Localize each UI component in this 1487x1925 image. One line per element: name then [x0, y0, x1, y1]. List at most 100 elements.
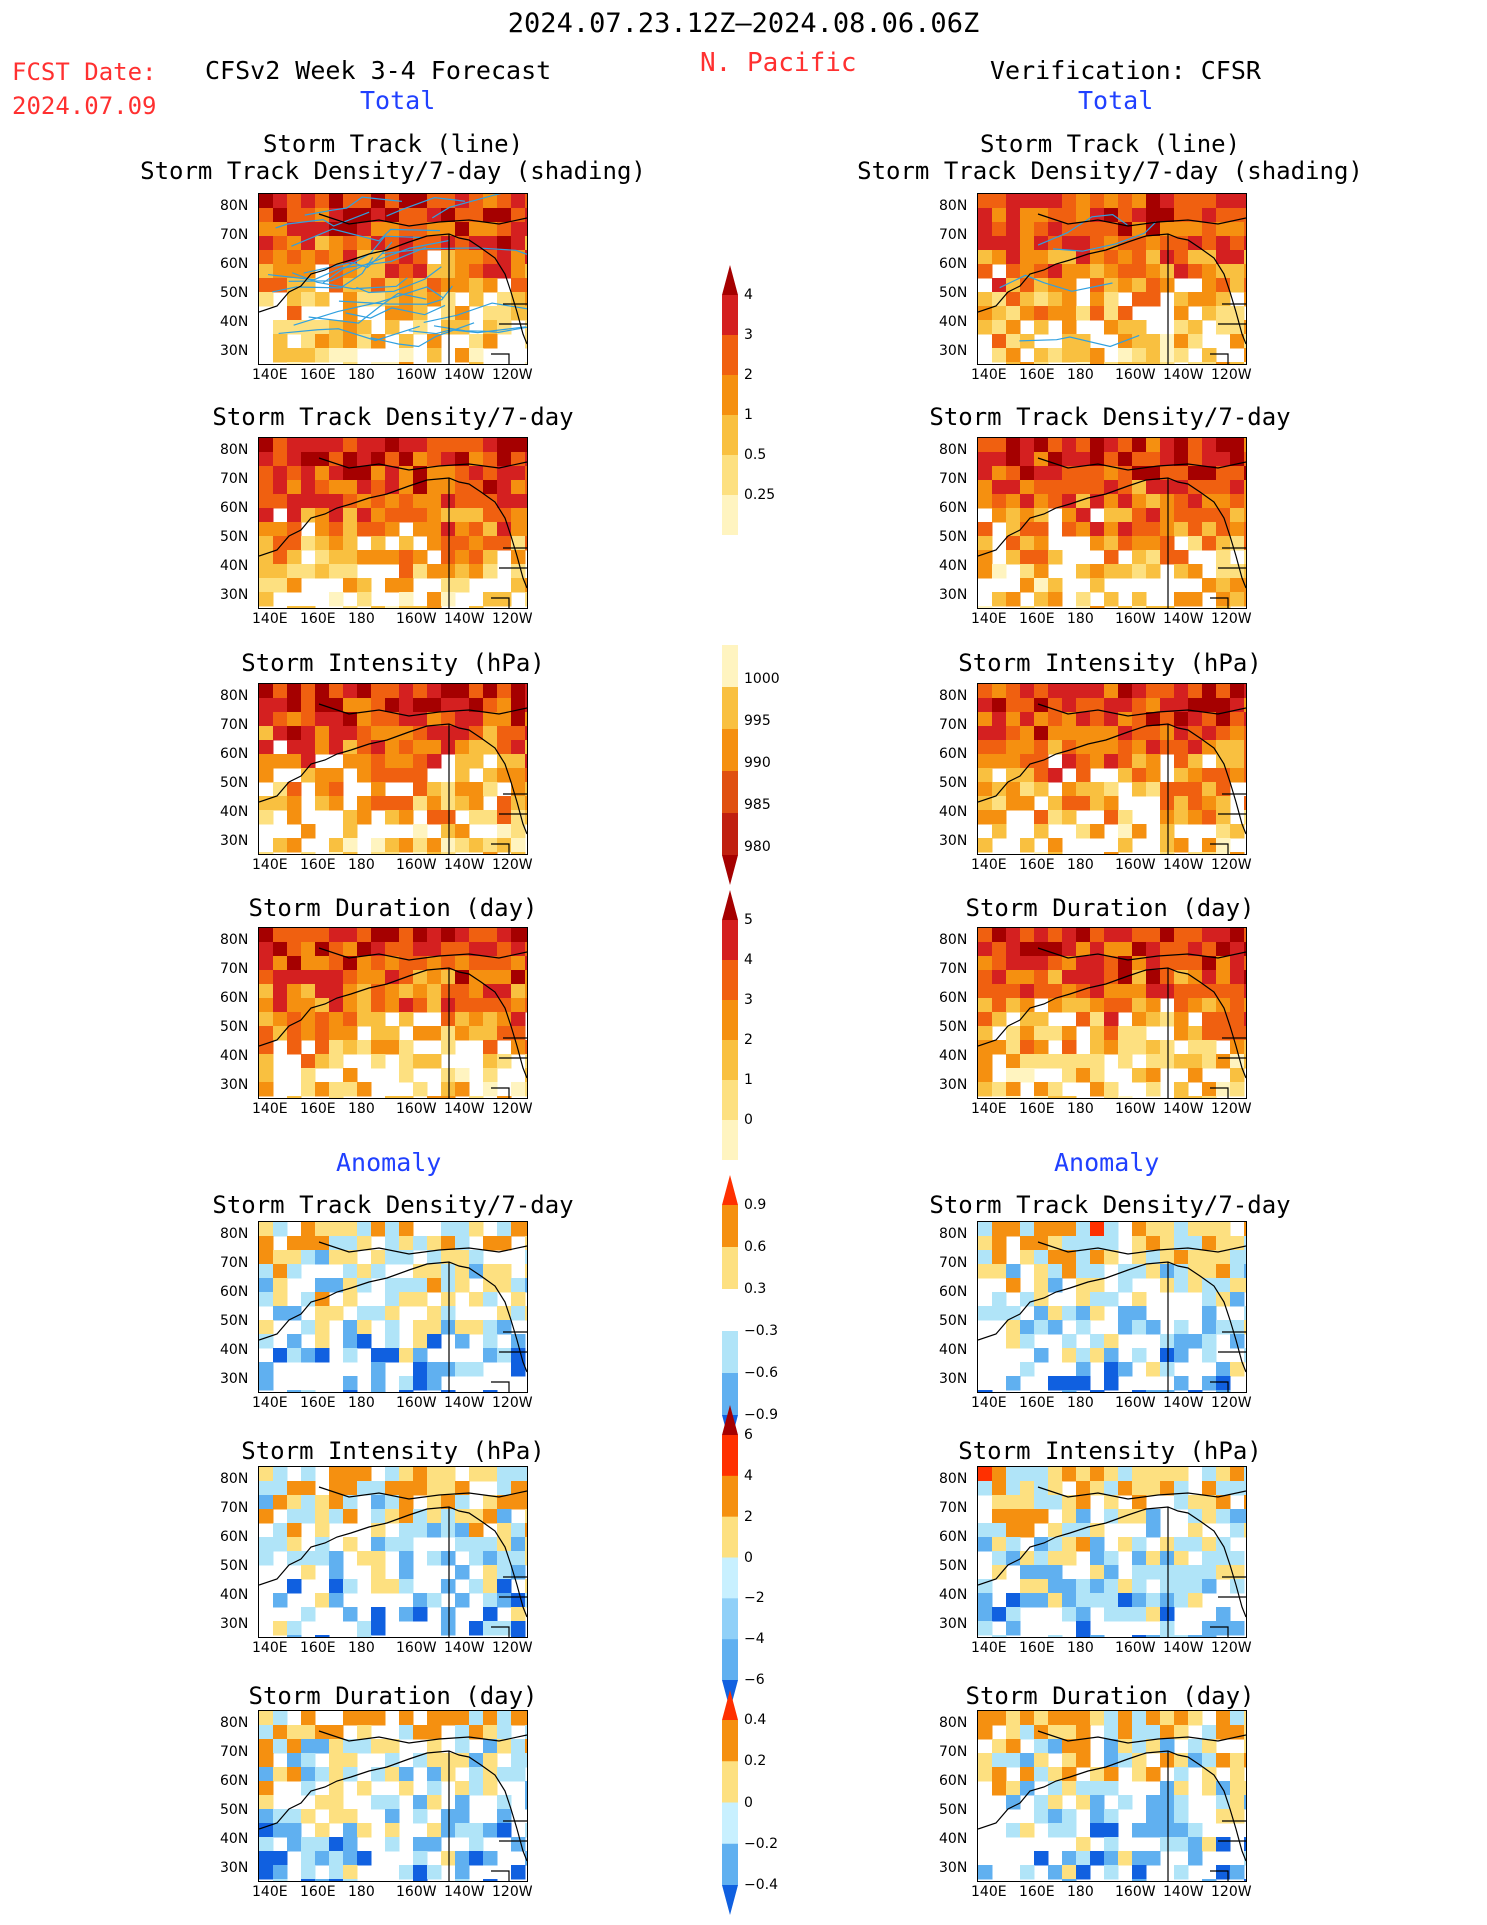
- shade-cell: [1244, 942, 1246, 957]
- shade-cell: [371, 466, 386, 481]
- shade-cell: [441, 592, 456, 607]
- shade-cell: [1062, 970, 1077, 985]
- colorbar-swatch: [722, 1475, 738, 1518]
- shade-cell: [1118, 362, 1133, 364]
- shade-cell: [455, 222, 470, 237]
- colorbar-swatch: [722, 1120, 738, 1160]
- shade-cell: [371, 1481, 386, 1496]
- shade-cell: [511, 250, 526, 265]
- shade-cell: [441, 250, 456, 265]
- shade-cell: [343, 838, 358, 853]
- shade-cell: [413, 998, 428, 1013]
- shade-cell: [1118, 928, 1133, 943]
- shade-cell: [1076, 592, 1091, 607]
- shade-cell: [1244, 1026, 1246, 1041]
- shade-cell: [1146, 438, 1161, 453]
- shade-cell: [469, 838, 484, 853]
- lon-tick-label: 140E: [971, 611, 1007, 627]
- shade-cell: [343, 1509, 358, 1524]
- shade-cell: [273, 1621, 288, 1636]
- lat-tick-label: 40N: [939, 314, 968, 330]
- shade-cell: [1034, 712, 1049, 727]
- lon-tick-label: 160W: [396, 1395, 437, 1411]
- shade-cell: [371, 1795, 386, 1810]
- lat-tick-label: 40N: [220, 1587, 249, 1603]
- shade-cell: [978, 1537, 993, 1552]
- colorbar-label: 990: [744, 754, 771, 771]
- lon-tick-label: 160W: [396, 367, 437, 383]
- duration-anom-colorbar: [722, 1690, 738, 1915]
- forecast-title: CFSv2 Week 3-4 Forecast: [205, 56, 552, 85]
- shade-cell: [1076, 726, 1091, 741]
- shade-cell: [992, 222, 1007, 237]
- shade-cell: [1104, 264, 1119, 279]
- shade-cell: [385, 1579, 400, 1594]
- shade-cell: [992, 1082, 1007, 1097]
- shade-cell: [1048, 1711, 1063, 1726]
- shade-cell: [1174, 466, 1189, 481]
- shade-cell: [1090, 480, 1105, 495]
- shade-cell: [259, 1334, 274, 1349]
- shade-cell: [1104, 1865, 1119, 1880]
- shade-cell: [385, 320, 400, 335]
- shade-cell: [1062, 306, 1077, 321]
- shade-cell: [1090, 1809, 1105, 1824]
- shade-cell: [511, 1537, 526, 1552]
- shade-cell: [1216, 494, 1231, 509]
- shade-cell: [1076, 1621, 1091, 1636]
- shade-cell: [497, 1278, 512, 1293]
- shade-cell: [259, 1362, 274, 1377]
- shade-cell: [343, 334, 358, 349]
- shade-cell: [371, 1551, 386, 1566]
- shade-cell: [287, 1040, 302, 1055]
- shade-cell: [1020, 838, 1035, 853]
- shade-cell: [497, 1054, 512, 1069]
- lat-tick-label: 30N: [220, 587, 249, 603]
- shade-cell: [469, 1320, 484, 1335]
- shade-cell: [315, 1767, 330, 1782]
- shade-cell: [1034, 1851, 1049, 1866]
- shade-cell: [1020, 754, 1035, 769]
- shade-cell: [1034, 320, 1049, 335]
- intensity-anom-colorbar: [722, 1405, 738, 1710]
- shade-cell: [1160, 984, 1175, 999]
- shade-cell: [525, 1278, 527, 1293]
- shade-cell: [1146, 550, 1161, 565]
- shade-cell: [1006, 1467, 1021, 1482]
- shade-cell: [497, 1711, 512, 1726]
- shade-cell: [469, 1837, 484, 1852]
- shade-cell: [413, 754, 428, 769]
- shade-cell: [525, 250, 527, 265]
- shade-cell: [329, 1781, 344, 1796]
- shade-cell: [1174, 810, 1189, 825]
- lon-tick-label: 160E: [300, 857, 336, 873]
- shade-cell: [1146, 508, 1161, 523]
- shade-cell: [1090, 264, 1105, 279]
- shade-cell: [1104, 782, 1119, 797]
- lat-tick-label: 80N: [939, 442, 968, 458]
- shade-cell: [1020, 452, 1035, 467]
- shade-cell: [1244, 712, 1246, 727]
- shade-cell: [525, 1082, 527, 1097]
- shade-cell: [343, 1837, 358, 1852]
- lat-tick-label: 70N: [939, 471, 968, 487]
- shade-cell: [329, 250, 344, 265]
- shade-cell: [1104, 998, 1119, 1013]
- shade-cell: [1146, 740, 1161, 755]
- colorbar-label: 0.9: [744, 1197, 767, 1213]
- shade-cell: [259, 278, 274, 293]
- storm-track-line: [1053, 221, 1157, 252]
- shade-cell: [1062, 1040, 1077, 1055]
- shade-cell: [525, 480, 527, 495]
- shade-cell: [978, 1621, 993, 1636]
- shade-cell: [329, 1767, 344, 1782]
- shade-cell: [992, 1509, 1007, 1524]
- shade-cell: [287, 438, 302, 453]
- shade-cell: [287, 1348, 302, 1363]
- shade-cell: [1076, 928, 1091, 943]
- shade-cell: [1202, 768, 1217, 783]
- shade-cell: [1020, 796, 1035, 811]
- shade-cell: [992, 1551, 1007, 1566]
- shade-cell: [1062, 1495, 1077, 1510]
- shade-cell: [1104, 362, 1119, 364]
